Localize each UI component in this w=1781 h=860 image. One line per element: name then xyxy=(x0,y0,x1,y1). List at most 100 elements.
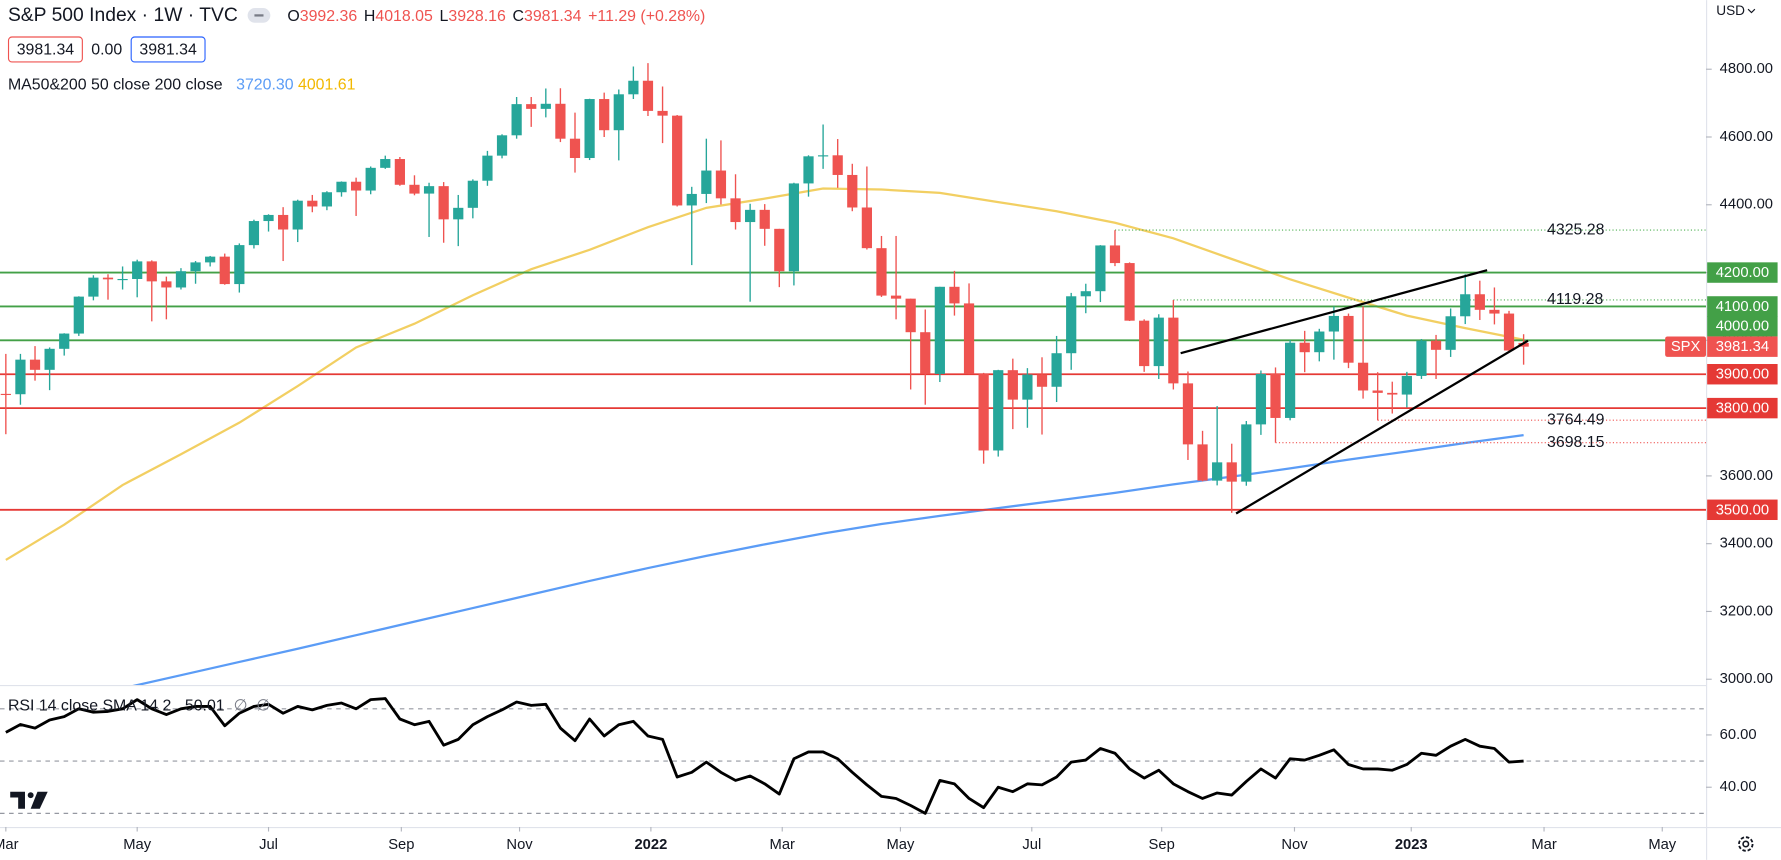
candle-body xyxy=(1153,317,1164,367)
candle-body xyxy=(905,298,916,333)
gear-outer[interactable] xyxy=(1738,836,1754,852)
candle-body xyxy=(1095,245,1106,292)
chart-title: S&P 500 Index · 1W · TVC xyxy=(8,5,238,26)
candle-body xyxy=(1124,263,1135,321)
level-label: 3500.00 xyxy=(1716,502,1769,518)
x-tick-label: May xyxy=(123,837,151,853)
ma-legend: MA50&200 50 close 200 close 3720.30 4001… xyxy=(8,76,356,93)
candle-body xyxy=(1430,340,1442,350)
candle-body xyxy=(307,200,318,207)
rsi-legend-na: ∅ xyxy=(256,698,270,715)
y-tick-label: 3000.00 xyxy=(1720,671,1773,687)
x-tick-label: May xyxy=(1648,837,1676,853)
candle-body xyxy=(1284,342,1296,418)
last-price-box xyxy=(1707,336,1778,357)
collapse-button[interactable] xyxy=(247,8,271,23)
logo-part xyxy=(30,791,48,809)
currency-label[interactable]: USD xyxy=(1716,3,1745,18)
level-label-box xyxy=(1707,262,1778,283)
axes: 3000.00 3200.00 3400.00 3600.00 3800.00 4000.… xyxy=(0,61,1778,853)
settings-button[interactable] xyxy=(1738,836,1754,852)
legend: S&P 500 Index · 1W · TVC O3992.36 H4018.… xyxy=(7,3,1756,852)
dotted-level-label: 4325.28 xyxy=(1547,221,1605,238)
candle-body xyxy=(278,214,289,230)
candle-body xyxy=(1212,462,1223,481)
x-tick-label: Jul xyxy=(259,837,278,853)
sell-box[interactable] xyxy=(7,36,83,63)
candle-body xyxy=(1182,383,1194,445)
ohlc-value: 3928.16 xyxy=(448,8,506,25)
rsi-pane xyxy=(0,697,1707,815)
candle-body xyxy=(599,99,610,131)
candle-body xyxy=(584,99,595,159)
buy-box[interactable] xyxy=(130,36,206,63)
level-label-box xyxy=(1707,315,1778,337)
candle-body xyxy=(423,186,435,194)
candle-body xyxy=(1372,390,1383,393)
trendline xyxy=(1180,269,1488,355)
buy-price[interactable]: 3981.34 xyxy=(139,41,197,58)
candle-body xyxy=(1066,296,1077,354)
candle-body xyxy=(642,80,654,111)
x-tick-label: Mar xyxy=(770,837,795,853)
ohlc-key: O xyxy=(287,8,299,25)
price-change: +11.29 (+0.28%) xyxy=(588,8,705,25)
x-tick-label: Mar xyxy=(0,837,19,853)
candle-body xyxy=(949,286,960,304)
rsi-legend-label: RSI 14 close SMA 14 2 xyxy=(8,698,172,715)
candle-body xyxy=(132,261,143,279)
candle-body xyxy=(920,332,931,374)
candle-body xyxy=(978,373,989,451)
level-label: 4000.00 xyxy=(1716,319,1769,335)
candle-body xyxy=(73,296,84,334)
price-pane: 4325.28 4119.28 3764.49 3698.15 xyxy=(0,63,1707,685)
logo-part xyxy=(27,792,34,799)
ma-legend-value: 4001.61 xyxy=(298,76,356,93)
candle-body xyxy=(657,110,668,116)
candle-body xyxy=(759,209,770,229)
candle-body xyxy=(175,271,187,288)
candle-body xyxy=(409,184,420,194)
candle-body xyxy=(1299,342,1310,353)
candle-body xyxy=(453,207,464,220)
candle-body xyxy=(1445,316,1456,350)
candle-body xyxy=(1314,331,1325,353)
candle-body xyxy=(1357,362,1369,391)
dotted-level-label: 4119.28 xyxy=(1547,291,1603,308)
candle-body xyxy=(161,281,172,288)
rsi-legend: RSI 14 close SMA 14 2 50.01 ∅ ∅ xyxy=(8,698,270,715)
candle-body xyxy=(234,245,245,285)
candle-body xyxy=(1518,342,1529,347)
candle-body xyxy=(292,200,303,230)
ohlc-key: C xyxy=(513,8,524,25)
candle-body xyxy=(672,115,683,206)
candle-body xyxy=(321,192,333,207)
y-tick-label: 4400.00 xyxy=(1720,197,1773,213)
candle-body xyxy=(788,183,800,272)
gear-inner[interactable] xyxy=(1742,840,1750,848)
sell-price[interactable]: 3981.34 xyxy=(17,41,75,58)
candle-body xyxy=(365,167,376,191)
candle-body xyxy=(745,209,756,223)
candle-body xyxy=(832,155,843,175)
candle-body xyxy=(715,170,727,199)
candle-body xyxy=(29,359,41,370)
x-tick-label: 2022 xyxy=(634,837,667,853)
candle-body xyxy=(394,159,405,185)
candle-body xyxy=(569,138,581,159)
currency-chevron[interactable] xyxy=(1747,8,1756,14)
level-label: 3900.00 xyxy=(1716,367,1769,383)
level-label: 3800.00 xyxy=(1716,401,1769,417)
ohlc-value: 3981.34 xyxy=(524,8,582,25)
candle-body xyxy=(496,135,508,156)
candle-body xyxy=(1474,294,1485,310)
candle-body xyxy=(628,80,639,95)
candle-body xyxy=(117,278,128,281)
candle-body xyxy=(1197,444,1208,481)
ohlc-key: H xyxy=(364,8,375,25)
candle-body xyxy=(1036,374,1048,387)
y-tick-label: 3400.00 xyxy=(1720,536,1773,552)
